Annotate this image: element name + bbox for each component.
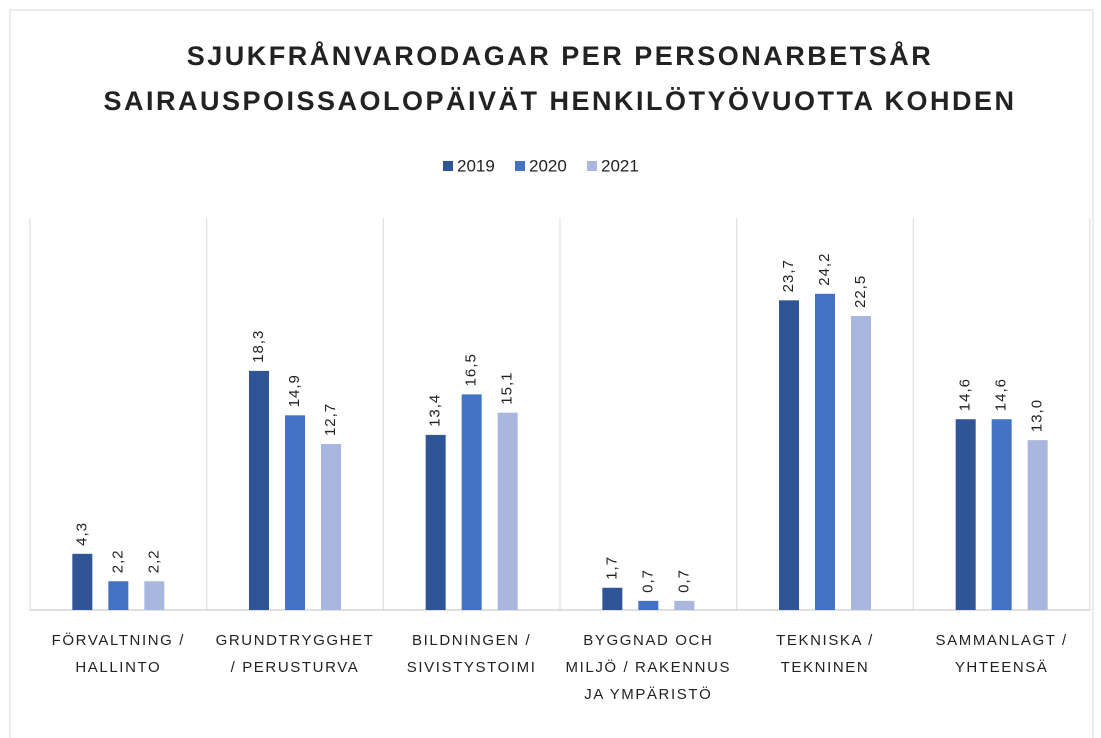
value-label: 2,2 [109, 549, 126, 573]
value-label: 0,7 [675, 569, 692, 593]
value-label: 0,7 [639, 569, 656, 593]
bar [321, 444, 341, 610]
bar [779, 300, 799, 610]
bar [72, 553, 93, 610]
x-tick-label: BYGGNAD OCH MILJÖ / RAKENNUS JA YMPÄRIST… [565, 632, 732, 703]
legend-label: 2019 [457, 156, 495, 175]
bar [108, 581, 129, 610]
chart-frame [9, 9, 1094, 738]
bar [602, 587, 623, 610]
x-tick-label: TEKNISKA / TEKNINEN [776, 632, 874, 676]
value-label: 23,7 [780, 259, 797, 292]
value-label: 14,6 [993, 378, 1010, 411]
bar [249, 370, 269, 610]
chart-title: SJUKFRÅNVARODAGAR PER PERSONARBETSÅR [187, 40, 934, 71]
value-label: 18,3 [250, 330, 267, 363]
legend-swatch [515, 161, 525, 171]
bar [497, 412, 518, 610]
bar [991, 419, 1012, 610]
bar [851, 316, 871, 610]
bar [461, 394, 482, 610]
value-label: 2,2 [145, 549, 162, 573]
legend-label: 2021 [601, 156, 639, 175]
legend-swatch [587, 161, 597, 171]
value-label: 14,6 [957, 378, 974, 411]
bar [638, 600, 659, 610]
value-label: 13,4 [427, 394, 444, 427]
chart-subtitle: SAIRAUSPOISSAOLOPÄIVÄT HENKILÖTYÖVUOTTA … [103, 86, 1016, 116]
value-label: 16,5 [463, 353, 480, 386]
value-label: 1,7 [603, 556, 620, 580]
x-tick-label: FÖRVALTNING / HALLINTO [51, 632, 185, 676]
value-label: 14,9 [286, 374, 303, 407]
bar [674, 600, 695, 610]
x-tick-label: BILDNINGEN / SIVISTYSTOIMI [406, 632, 537, 676]
bar [955, 419, 976, 610]
bar [144, 581, 165, 610]
x-tick-label: GRUNDTRYGGHET / PERUSTURVA [215, 632, 375, 676]
value-label: 24,2 [816, 253, 833, 286]
bar [815, 293, 835, 610]
legend-label: 2020 [529, 156, 567, 175]
bar [1027, 440, 1048, 610]
value-label: 12,7 [322, 403, 339, 436]
bar [425, 434, 446, 610]
value-label: 22,5 [852, 275, 869, 308]
bar [285, 415, 305, 610]
value-label: 13,0 [1029, 399, 1046, 432]
x-tick-label: SAMMANLAGT / YHTEENSÄ [935, 632, 1068, 676]
value-label: 15,1 [499, 371, 516, 404]
legend-swatch [443, 161, 453, 171]
value-label: 4,3 [73, 522, 90, 546]
